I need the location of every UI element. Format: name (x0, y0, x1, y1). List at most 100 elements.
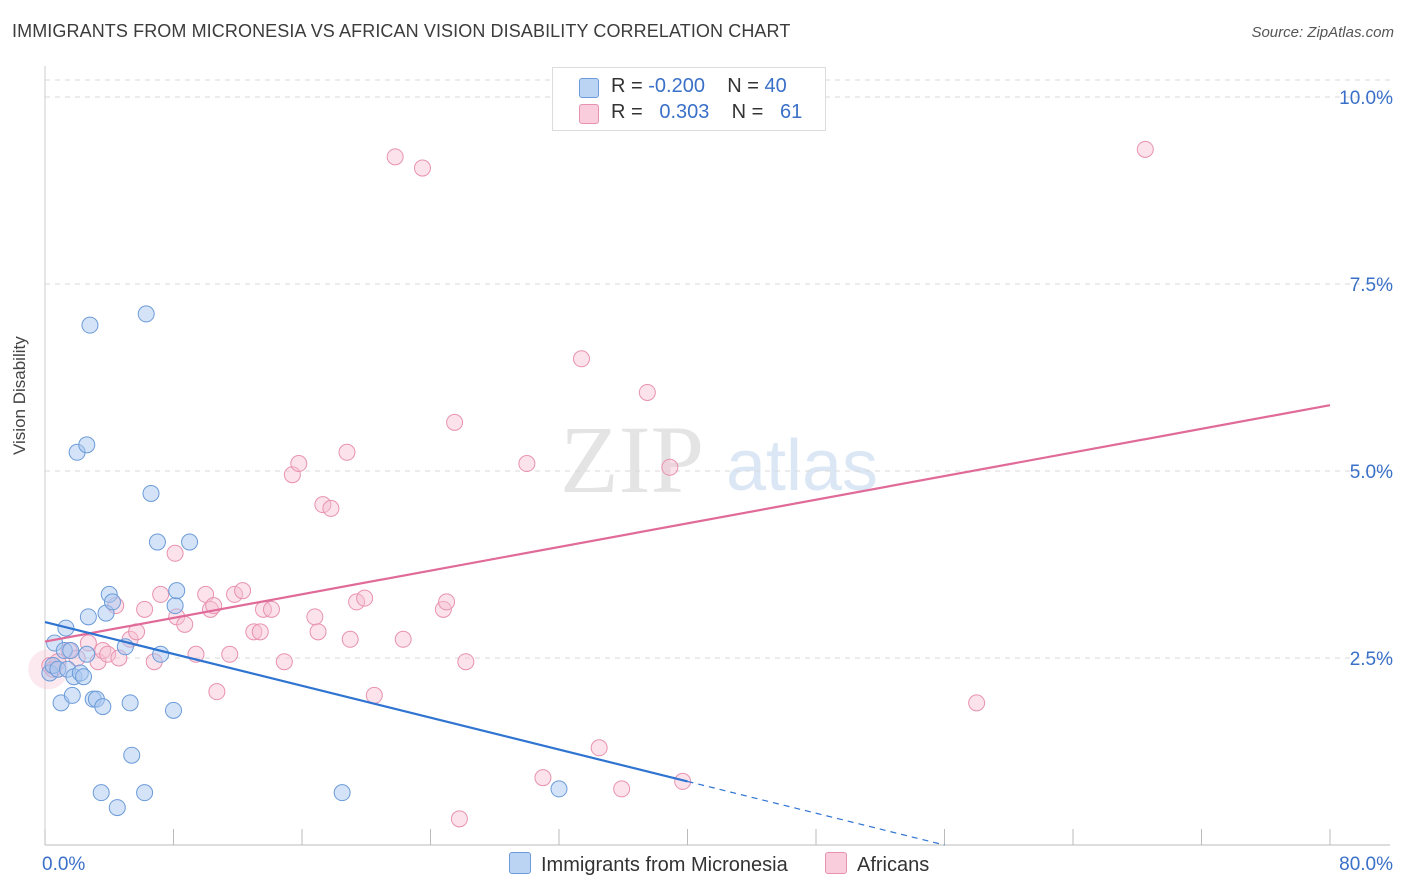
trend-line-micronesia (44, 621, 688, 783)
y-tick-label: 10.0% (1339, 88, 1393, 109)
grid-lines (45, 79, 1390, 659)
point-micronesia (62, 642, 80, 660)
point-africans (438, 593, 456, 611)
point-micronesia (94, 698, 112, 716)
point-africans (208, 683, 226, 701)
point-africans (394, 630, 412, 648)
point-africans (413, 159, 431, 177)
point-africans (234, 582, 252, 600)
point-africans (674, 772, 692, 790)
point-micronesia (550, 780, 568, 798)
y-tick-label: 7.5% (1350, 275, 1393, 296)
point-micronesia (79, 608, 97, 626)
point-micronesia (166, 597, 184, 615)
legend-n-value: 40 (764, 75, 787, 97)
x-tick-label-max: 80.0% (1339, 854, 1393, 875)
series-name-africans: Africans (857, 854, 930, 876)
y-tick-label: 2.5% (1350, 649, 1393, 670)
point-micronesia (92, 784, 110, 802)
point-africans (365, 686, 383, 704)
point-micronesia (103, 593, 121, 611)
point-africans (152, 585, 170, 603)
series-legend-africans: Africans (825, 852, 929, 877)
point-micronesia (78, 436, 96, 454)
point-micronesia (168, 582, 186, 600)
legend-r-value: 0.303 (659, 101, 710, 123)
point-africans (226, 585, 244, 603)
point-africans (338, 443, 356, 461)
series-legend-micronesia: Immigrants from Micronesia (509, 852, 788, 877)
point-micronesia (108, 799, 126, 817)
point-africans (341, 630, 359, 648)
point-africans (572, 350, 590, 368)
point-micronesia (63, 686, 81, 704)
chart-title: IMMIGRANTS FROM MICRONESIA VS AFRICAN VI… (12, 21, 791, 41)
point-africans (306, 608, 324, 626)
point-africans (309, 623, 327, 641)
point-africans (166, 544, 184, 562)
point-micronesia (121, 694, 139, 712)
point-micronesia (136, 784, 154, 802)
point-africans (386, 148, 404, 166)
point-africans (262, 600, 280, 618)
point-africans (348, 593, 366, 611)
point-africans (590, 739, 608, 757)
legend-n-label: N = (731, 101, 764, 123)
series-name-micronesia: Immigrants from Micronesia (541, 854, 788, 876)
source-label: Source: ZipAtlas.com (1251, 24, 1394, 41)
point-africans (136, 600, 154, 618)
point-micronesia (165, 701, 182, 719)
point-africans (518, 455, 536, 473)
point-africans (661, 458, 679, 476)
legend-n-value: 61 (780, 101, 803, 123)
point-africans (176, 615, 194, 633)
point-micronesia (78, 645, 96, 663)
trend-line-micronesia-extension (687, 780, 945, 846)
point-micronesia (81, 316, 99, 334)
point-africans (457, 653, 475, 671)
point-africans (322, 499, 340, 517)
series-africans-points (28, 140, 1154, 828)
point-micronesia (148, 533, 166, 551)
correlation-legend: R = -0.200 N = 40 R = 0.303 N = 61 (552, 67, 826, 131)
point-micronesia (142, 484, 160, 502)
point-africans (638, 383, 656, 401)
watermark-atlas: atlas (726, 426, 878, 506)
legend-r-value: -0.200 (648, 75, 705, 97)
legend-swatch-blue (579, 78, 599, 98)
legend-swatch-pink (579, 104, 599, 124)
trend-lines (44, 404, 1331, 846)
point-africans (450, 810, 468, 828)
point-africans (356, 589, 374, 607)
series-micronesia-points (41, 305, 568, 817)
legend-n-label: N = (727, 75, 759, 97)
point-micronesia (333, 784, 351, 802)
point-africans (290, 455, 308, 473)
point-micronesia (181, 533, 199, 551)
legend-r-label: R = (611, 75, 643, 97)
series-swatch-blue (509, 852, 531, 874)
axes (44, 66, 1390, 846)
point-africans (534, 769, 552, 787)
point-micronesia (137, 305, 155, 323)
point-africans (221, 645, 239, 663)
series-swatch-pink (825, 852, 847, 874)
point-africans (613, 780, 631, 798)
point-africans (245, 623, 263, 641)
watermark-zip: ZIP (560, 406, 704, 513)
point-africans (275, 653, 293, 671)
tick-labels: 2.5% 5.0% 7.5% 10.0% 0.0% 80.0% (42, 88, 1393, 875)
point-africans (968, 694, 986, 712)
point-africans (251, 623, 269, 641)
x-tick-label-min: 0.0% (42, 854, 85, 875)
point-micronesia (75, 668, 93, 686)
point-africans (314, 496, 332, 514)
trend-line-africans (44, 404, 1331, 643)
watermark: ZIP atlas (560, 406, 878, 513)
point-africans (1136, 140, 1154, 158)
point-micronesia (123, 746, 141, 764)
legend-r-label: R = (611, 101, 643, 123)
point-africans (446, 413, 464, 431)
point-africans (99, 645, 117, 663)
